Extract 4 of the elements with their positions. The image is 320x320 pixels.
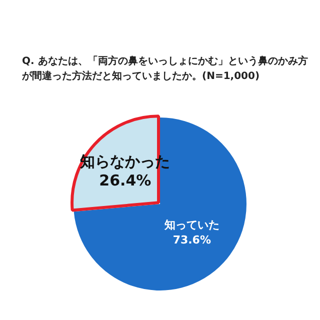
data-label: 26.4% — [99, 171, 152, 190]
slice-label: 知っていた — [163, 218, 220, 232]
data-label: 73.6% — [172, 234, 211, 247]
chart-title: Q. あなたは、「両方の鼻をいっしょにかむ」という鼻のかみ方が間違った方法だと知っていましたか。(N=1,000) — [22, 54, 309, 84]
